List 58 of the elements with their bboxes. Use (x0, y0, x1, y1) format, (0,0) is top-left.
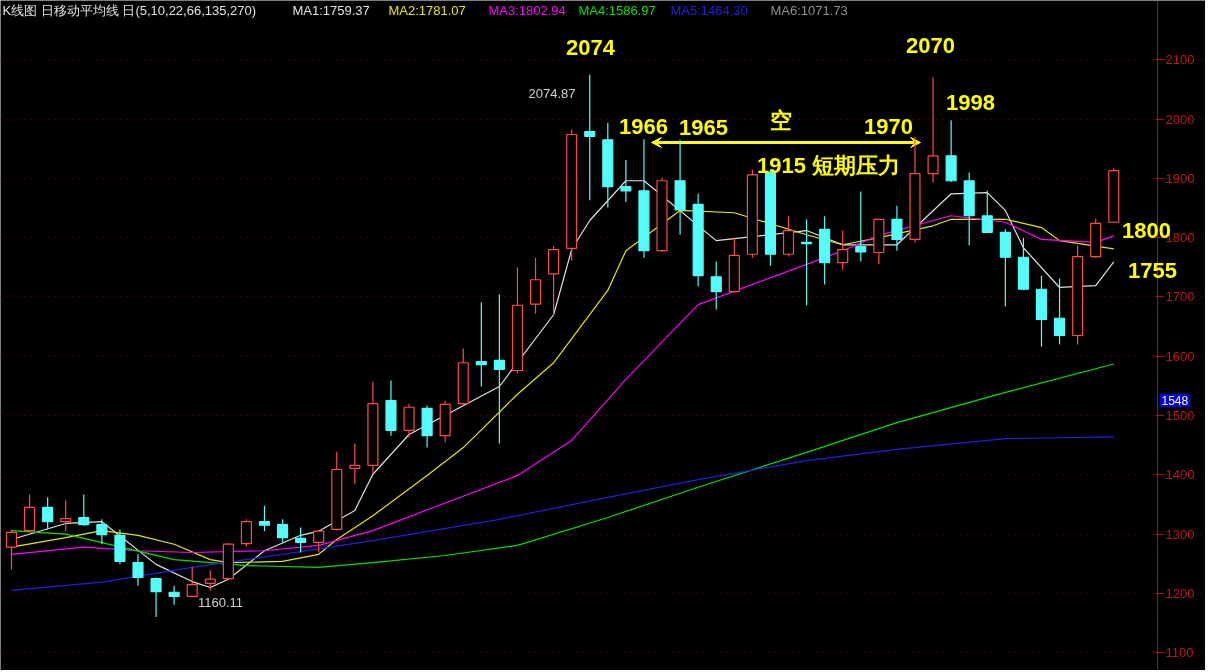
candlestick (258, 505, 271, 532)
candlestick (981, 190, 993, 233)
candlestick (782, 215, 795, 258)
candlestick (584, 74, 596, 201)
y-tick-label: 2000 (1165, 111, 1195, 127)
text: 1548 (1161, 394, 1189, 408)
candlestick (1053, 277, 1066, 345)
text: MA5:1464.30 (670, 2, 748, 18)
text: MA1:1759.37 (292, 2, 370, 18)
candlestick (403, 403, 415, 439)
y-tick-label: 1400 (1165, 467, 1195, 483)
candlestick (837, 229, 849, 271)
annotation: 1160.11 (197, 595, 244, 610)
candlestick (240, 518, 252, 548)
candlestick (927, 76, 939, 184)
candlestick (42, 496, 54, 530)
y-tick-label: 2100 (1165, 52, 1195, 68)
annotation: 1998 (946, 90, 995, 115)
candlestick (78, 493, 90, 527)
candlestick (132, 553, 144, 587)
annotation: 1915 短期压力 (756, 153, 901, 178)
chart-title: K线图 日移动平均线 日(5,10,22,66,135,270) (2, 2, 257, 18)
y-tick-label: 1500 (1165, 408, 1195, 424)
candlestick (60, 499, 72, 532)
candlestick (150, 576, 162, 618)
line-series (10, 436, 1115, 592)
candlestick (24, 493, 36, 533)
candlestick (204, 569, 216, 592)
annotation: 2074 (566, 35, 616, 60)
annotation: 2070 (906, 33, 955, 58)
y-tick-label: 1600 (1165, 348, 1195, 364)
candlestick (475, 301, 487, 388)
annotation: 2074.87 (528, 86, 576, 101)
annotation: MA6:1071.73 (770, 2, 848, 18)
candlestick (710, 260, 722, 311)
candlestick (855, 190, 867, 262)
annotation: 1970 (864, 114, 913, 139)
y-tick-label: 1300 (1165, 526, 1195, 542)
y-tick-label: 1100 (1165, 645, 1194, 661)
text: MA4:1586.97 (578, 2, 656, 18)
candlestick (349, 442, 361, 485)
annotation: 空 (769, 108, 792, 133)
annotation: 1966 (619, 114, 668, 139)
candlestick (620, 159, 632, 203)
y-tick-label: 1200 (1165, 585, 1195, 601)
candlestick (493, 293, 505, 445)
candlestick (168, 585, 180, 606)
candlestick (96, 518, 108, 545)
candlestick (5, 528, 18, 571)
candlestick (276, 518, 289, 544)
text: MA3:1802.94 (488, 2, 566, 18)
candlestick (891, 205, 903, 252)
annotation: 1965 (679, 115, 728, 140)
text: MA2:1781.07 (388, 2, 466, 18)
candlestick (295, 527, 307, 554)
candlestick (186, 566, 198, 599)
y-tick-label: 1900 (1165, 170, 1195, 186)
y-tick-label: 1700 (1165, 289, 1195, 305)
